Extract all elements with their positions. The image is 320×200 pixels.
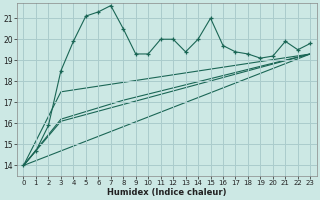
X-axis label: Humidex (Indice chaleur): Humidex (Indice chaleur)	[107, 188, 227, 197]
